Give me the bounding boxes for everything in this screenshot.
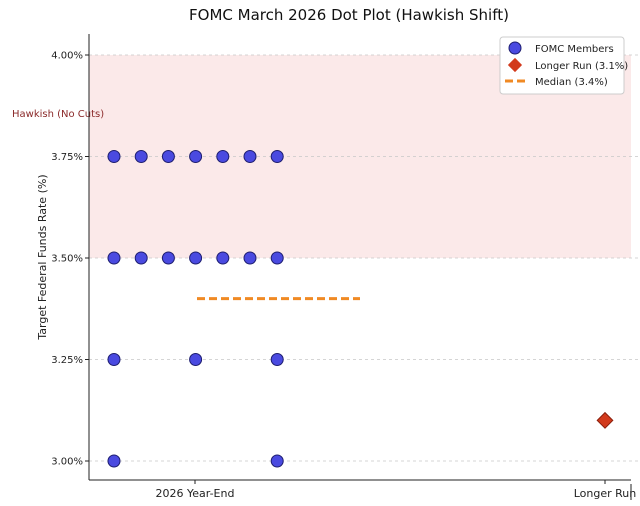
member-dot (161, 150, 175, 163)
member-dot (134, 251, 148, 265)
member-dot (107, 353, 121, 366)
x-tick-label: Longer Run (574, 487, 637, 500)
member-dot (107, 454, 121, 468)
longer-run-layer (596, 411, 614, 429)
legend-label-longer-run: Longer Run (3.1%) (535, 61, 628, 72)
x-axis-ticks: 2026 Year-End Longer Run (156, 480, 637, 500)
member-dot (270, 353, 284, 366)
member-dot (243, 150, 257, 163)
member-dot (270, 454, 284, 468)
member-dot (161, 251, 175, 265)
longer-run-diamond (596, 411, 614, 429)
gridlines (89, 54, 640, 462)
legend-diamond-icon (507, 57, 523, 73)
y-tick-label: 3.25% (51, 355, 83, 366)
y-axis-ticks: 3.00% 3.25% 3.50% 3.75% 4.00% (51, 51, 89, 468)
legend: FOMC Members Longer Run (3.1%) Median (3… (499, 36, 628, 95)
legend-label-median: Median (3.4%) (535, 77, 608, 88)
y-axis-label: Target Federal Funds Rate (%) (36, 174, 49, 340)
member-dot (189, 251, 203, 265)
member-dot (270, 251, 284, 265)
member-dot (189, 150, 203, 163)
y-tick-label: 4.00% (51, 51, 83, 62)
member-dot (270, 150, 284, 163)
legend-label-members: FOMC Members (535, 44, 614, 55)
chart-title: FOMC March 2026 Dot Plot (Hawkish Shift) (189, 6, 509, 24)
member-dot (216, 251, 230, 265)
legend-dot-icon (508, 41, 522, 55)
legend-box (499, 36, 625, 95)
x-tick-label: 2026 Year-End (156, 487, 235, 500)
y-tick-label: 3.00% (51, 457, 83, 468)
member-dot (134, 150, 148, 163)
member-dot (189, 353, 203, 366)
member-dots (107, 150, 284, 468)
member-dot (216, 150, 230, 163)
hawkish-band-label: Hawkish (No Cuts) (12, 109, 104, 120)
member-dot (107, 150, 121, 163)
member-dot (107, 251, 121, 265)
y-tick-label: 3.50% (51, 254, 83, 265)
member-dot (243, 251, 257, 265)
y-tick-label: 3.75% (51, 152, 83, 163)
